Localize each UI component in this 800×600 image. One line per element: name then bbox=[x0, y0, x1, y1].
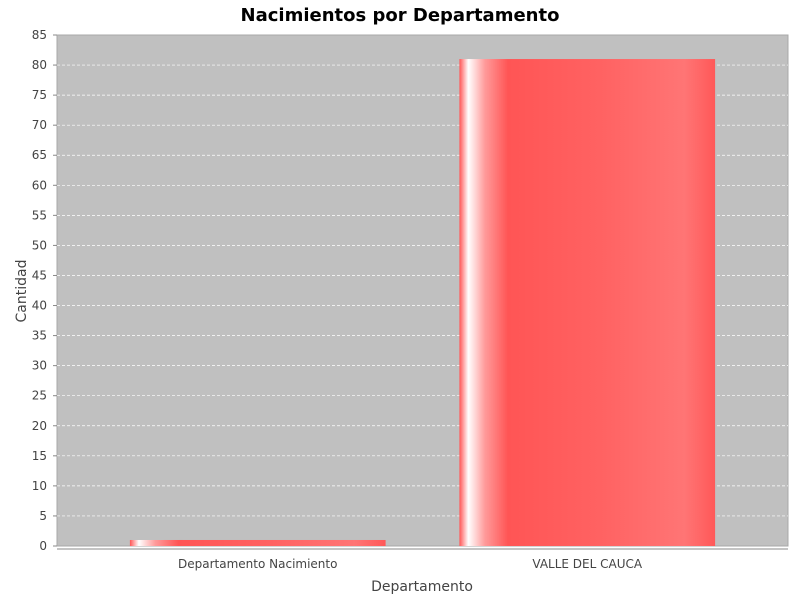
chart-title: Nacimientos por Departamento bbox=[241, 5, 560, 26]
y-tick-label: 85 bbox=[32, 28, 47, 42]
y-tick-label: 65 bbox=[32, 148, 47, 162]
y-tick-label: 75 bbox=[32, 88, 47, 102]
bar bbox=[459, 59, 715, 546]
y-tick-label: 15 bbox=[32, 449, 47, 463]
y-tick-label: 20 bbox=[32, 419, 47, 433]
y-tick-label: 50 bbox=[32, 238, 47, 252]
y-tick-label: 10 bbox=[32, 479, 47, 493]
x-category-label: Departamento Nacimiento bbox=[178, 557, 337, 571]
x-category-label: VALLE DEL CAUCA bbox=[532, 557, 642, 571]
y-tick-label: 30 bbox=[32, 359, 47, 373]
y-tick-label: 80 bbox=[32, 58, 47, 72]
x-axis-categories: Departamento Nacimiento VALLE DEL CAUCA bbox=[178, 557, 643, 571]
y-tick-label: 45 bbox=[32, 268, 47, 282]
y-tick-label: 70 bbox=[32, 118, 47, 132]
y-tick-label: 0 bbox=[39, 539, 47, 553]
y-axis-ticks: 0 5 10 15 20 25 30 35 40 45 50 55 60 65 70 75 80 85 bbox=[32, 28, 57, 553]
y-tick-label: 55 bbox=[32, 208, 47, 222]
bar bbox=[130, 540, 386, 546]
y-tick-label: 40 bbox=[32, 299, 47, 313]
y-tick-label: 60 bbox=[32, 178, 47, 192]
y-tick-label: 25 bbox=[32, 389, 47, 403]
x-axis-label: Departamento bbox=[371, 579, 473, 595]
y-tick-label: 5 bbox=[39, 509, 47, 523]
y-axis-label: Cantidad bbox=[14, 260, 30, 323]
y-tick-label: 35 bbox=[32, 329, 47, 343]
